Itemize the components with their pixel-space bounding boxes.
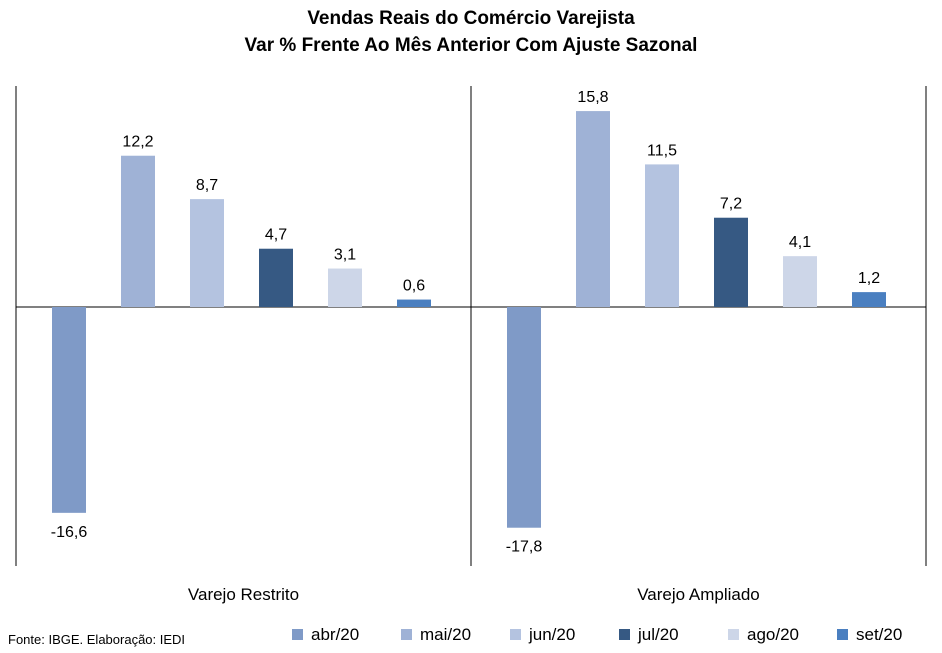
legend: abr/20 mai/20 jun/20 jul/20 ago/20 set/20: [292, 625, 902, 644]
data-label: 12,2: [122, 134, 153, 151]
legend-label: abr/20: [311, 625, 359, 644]
category-labels-layer: Varejo Restrito Varejo Ampliado: [188, 585, 760, 604]
legend-swatch: [292, 629, 303, 640]
legend-label: jul/20: [637, 625, 679, 644]
legend-label: jun/20: [528, 625, 575, 644]
data-labels-layer: -16,6 12,2 8,7 4,7 3,1 0,6 -17,8 15,8 11,5 7,2 4,1…: [51, 89, 880, 556]
legend-label: set/20: [856, 625, 902, 644]
data-label: -16,6: [51, 524, 88, 541]
category-label: Varejo Restrito: [188, 585, 299, 604]
chart-subtitle: Var % Frente Ao Mês Anterior Com Ajuste …: [244, 35, 698, 56]
bar: [783, 256, 817, 307]
bar: [397, 299, 431, 307]
legend-label: mai/20: [420, 625, 471, 644]
bar: [190, 199, 224, 307]
bar: [259, 248, 293, 307]
data-label: 15,8: [577, 89, 608, 106]
bar: [852, 292, 886, 307]
legend-swatch: [837, 629, 848, 640]
plot-frame: [15, 86, 927, 566]
bar: [52, 307, 86, 513]
bar: [645, 164, 679, 307]
source-note: Fonte: IBGE. Elaboração: IEDI: [8, 632, 186, 647]
data-label: 1,2: [858, 270, 880, 287]
chart-title: Vendas Reais do Comércio Varejista: [307, 8, 635, 29]
category-label: Varejo Ampliado: [637, 585, 760, 604]
legend-swatch: [510, 629, 521, 640]
data-label: 4,1: [789, 234, 811, 251]
legend-swatch: [728, 629, 739, 640]
data-label: 4,7: [265, 227, 287, 244]
bar: [328, 268, 362, 307]
bar: [507, 307, 541, 528]
bars-layer: [52, 111, 886, 528]
data-label: 3,1: [334, 247, 356, 264]
data-label: -17,8: [506, 539, 543, 556]
data-label: 0,6: [403, 278, 425, 295]
data-label: 7,2: [720, 196, 742, 213]
data-label: 11,5: [647, 142, 677, 159]
legend-label: ago/20: [747, 625, 799, 644]
data-label: 8,7: [196, 177, 218, 194]
legend-swatch: [401, 629, 412, 640]
bar: [714, 217, 748, 307]
bar: [576, 111, 610, 307]
legend-swatch: [619, 629, 630, 640]
bar: [121, 155, 155, 307]
